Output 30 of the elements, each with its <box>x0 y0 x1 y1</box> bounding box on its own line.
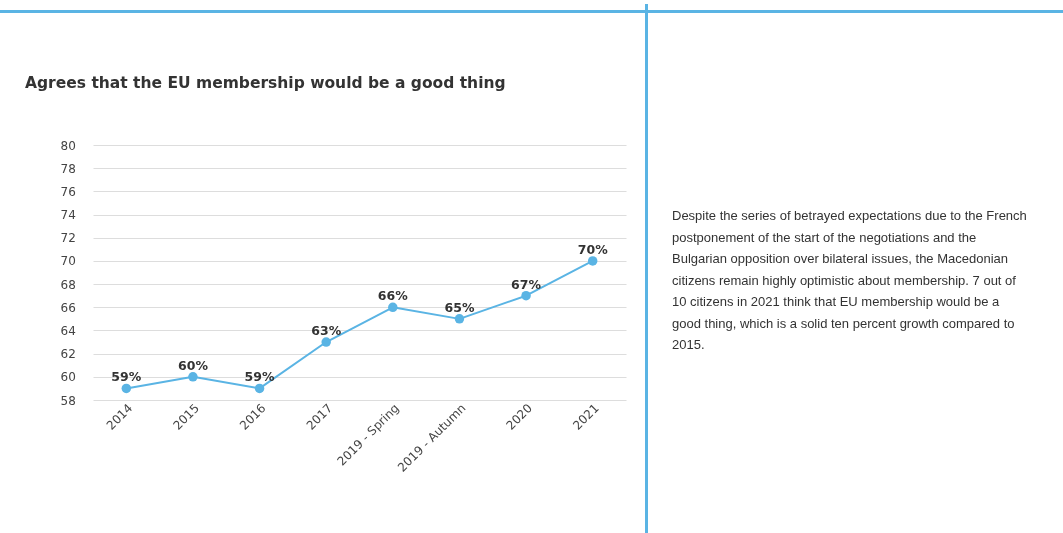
data-label: 59% <box>111 369 142 385</box>
data-label: 59% <box>244 369 275 385</box>
point <box>454 314 465 324</box>
y-tick-label: 60 <box>60 370 76 385</box>
point <box>521 290 531 301</box>
point <box>254 383 265 394</box>
point <box>121 383 132 394</box>
point <box>188 372 198 382</box>
y-tick-label: 78 <box>60 161 76 176</box>
y-tick-label: 70 <box>60 254 76 269</box>
data-label: 65% <box>444 299 475 315</box>
y-tick-label: 64 <box>60 323 76 338</box>
point <box>587 256 598 266</box>
data-label: 63% <box>311 323 342 339</box>
data-label: 60% <box>177 357 209 373</box>
y-tick-label: 74 <box>60 208 76 223</box>
y-tick-label: 76 <box>60 184 76 199</box>
data-label: 66% <box>377 288 409 304</box>
y-tick-label: 68 <box>60 277 76 292</box>
y-tick-label: 66 <box>60 300 76 315</box>
y-tick-label: 72 <box>60 231 76 246</box>
y-tick-label: 58 <box>60 393 76 408</box>
y-tick-label: 62 <box>60 347 76 362</box>
data-label: 70% <box>577 241 609 257</box>
data-label: 67% <box>511 276 542 292</box>
point <box>388 302 398 313</box>
y-tick-label: 80 <box>60 138 76 153</box>
point <box>321 337 331 347</box>
text: Despite the series of betrayed expectations due to the French postponement of the start of the negotiations and the Bulgarian opposition over bilateral issues, the Macedonian citizens remain highly optimistic about membership. 7 out of 10 citizens in 2021 think that EU membership would be a good thing, which is a solid ten percent growth compared to 2015. <box>672 207 1027 354</box>
chart-title: Agrees that the EU membership would be a good thing <box>25 73 506 92</box>
